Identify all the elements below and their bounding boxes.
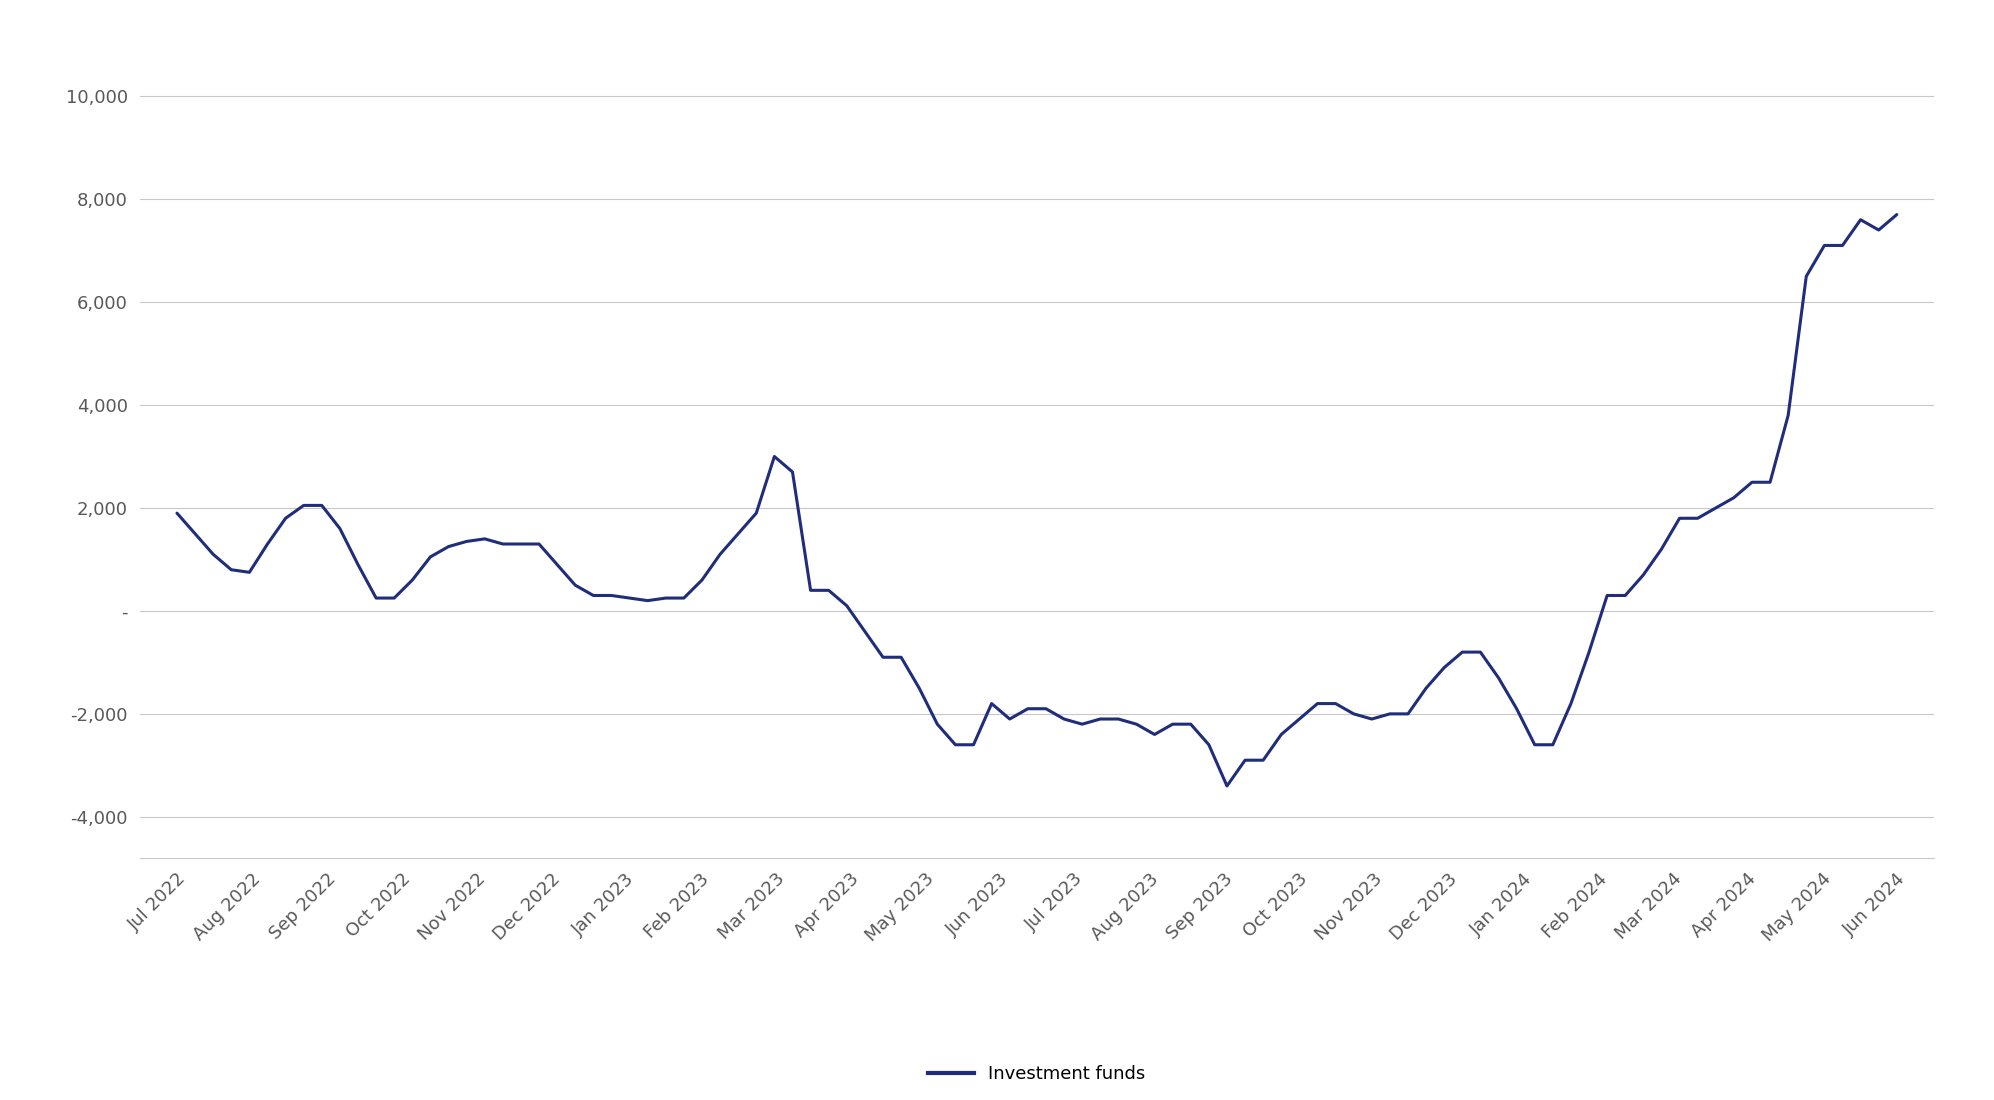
Legend: Investment funds: Investment funds <box>921 1057 1153 1090</box>
